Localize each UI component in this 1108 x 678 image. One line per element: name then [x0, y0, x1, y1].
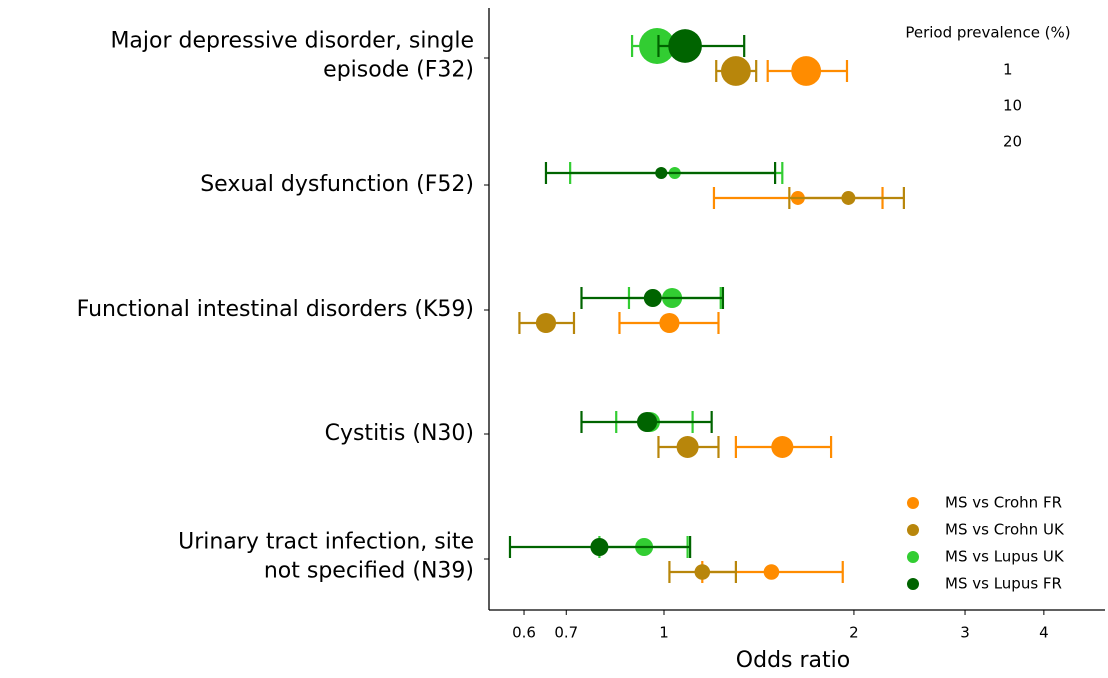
category-label: Major depressive disorder, single: [110, 29, 474, 54]
x-tick-label: 0.7: [554, 624, 578, 642]
category-label: episode (F32): [323, 58, 474, 83]
x-tick-label: 4: [1039, 624, 1049, 642]
x-tick-label: 0.6: [512, 624, 536, 642]
x-tick-label: 2: [849, 624, 859, 642]
point: [590, 538, 609, 556]
legend-marker: [907, 524, 919, 536]
point: [720, 56, 751, 86]
category-label: Cystitis (N30): [325, 421, 474, 446]
point: [659, 312, 680, 334]
point: [639, 28, 676, 64]
legend-label: MS vs Lupus UK: [945, 548, 1065, 566]
x-axis-label: Odds ratio: [736, 648, 850, 673]
point: [763, 564, 780, 580]
category-label: not specified (N39): [264, 559, 474, 584]
category-label: Urinary tract infection, site: [178, 530, 474, 555]
point: [668, 29, 702, 63]
point: [636, 411, 658, 433]
legend-marker: [907, 578, 919, 590]
size-legend-title: Period prevalence (%): [905, 24, 1070, 42]
legend-label: MS vs Crohn FR: [945, 494, 1062, 512]
point: [841, 191, 856, 205]
point: [771, 435, 794, 459]
category-label: Functional intestinal disorders (K59): [77, 297, 474, 322]
point: [791, 56, 822, 86]
category-label: Sexual dysfunction (F52): [200, 172, 474, 197]
size-legend-label: 10: [1003, 97, 1022, 115]
point: [535, 312, 557, 334]
legend-marker: [907, 551, 919, 563]
point: [676, 435, 699, 459]
size-legend-label: 20: [1003, 133, 1022, 151]
point: [694, 564, 711, 580]
point: [643, 289, 662, 307]
point: [655, 166, 668, 180]
legend-label: MS vs Lupus FR: [945, 575, 1062, 593]
x-tick-label: 1: [659, 624, 669, 642]
legend-marker: [907, 497, 919, 509]
legend-label: MS vs Crohn UK: [945, 521, 1065, 539]
x-tick-label: 3: [960, 624, 970, 642]
size-legend-label: 1: [1003, 61, 1013, 79]
